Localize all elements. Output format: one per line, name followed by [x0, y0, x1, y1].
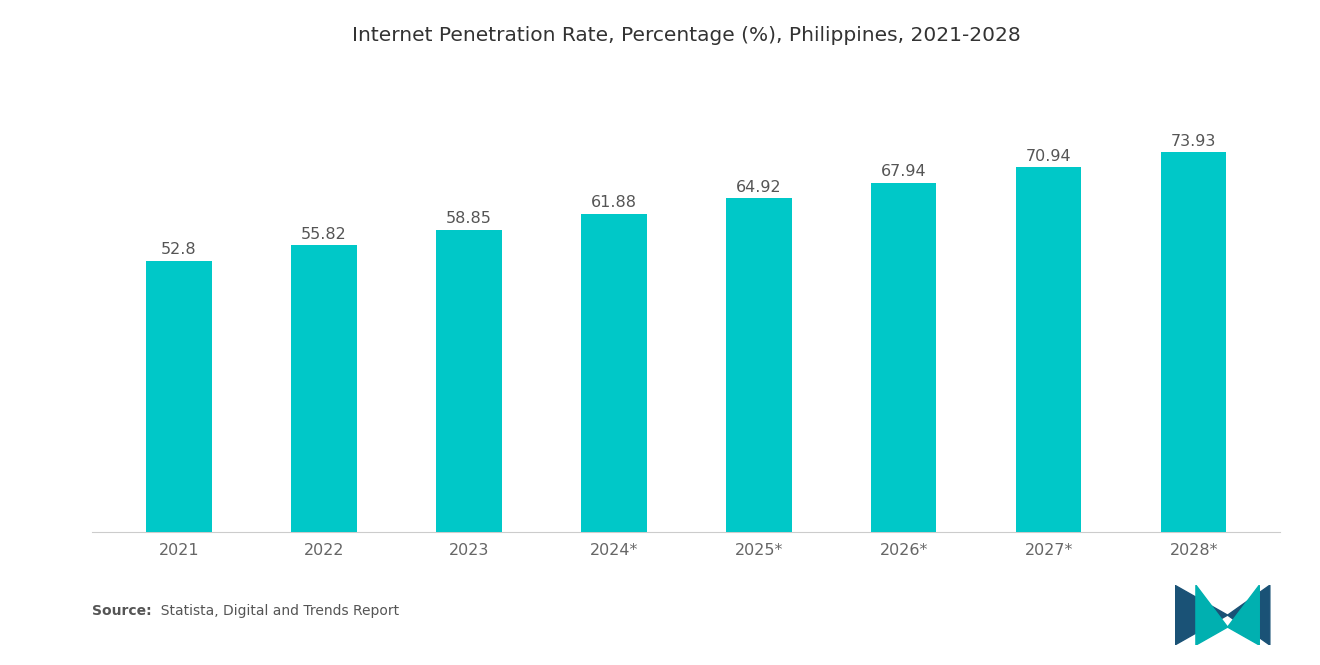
Polygon shape	[1228, 585, 1259, 645]
Text: Source:: Source:	[92, 604, 152, 618]
Text: 58.85: 58.85	[446, 211, 492, 226]
Bar	[726, 198, 792, 532]
Bar	[1162, 152, 1226, 532]
Bar	[292, 245, 356, 532]
Bar	[581, 214, 647, 532]
Polygon shape	[1228, 585, 1270, 645]
Bar	[871, 183, 936, 532]
Text: 55.82: 55.82	[301, 227, 347, 241]
Bar	[437, 229, 502, 532]
Polygon shape	[1196, 585, 1228, 645]
Bar	[1016, 168, 1081, 532]
Text: Statista, Digital and Trends Report: Statista, Digital and Trends Report	[152, 604, 399, 618]
Polygon shape	[1175, 585, 1228, 645]
Bar	[147, 261, 211, 532]
Text: 61.88: 61.88	[591, 196, 638, 210]
Text: 73.93: 73.93	[1171, 134, 1217, 148]
Text: 67.94: 67.94	[880, 164, 927, 180]
Title: Internet Penetration Rate, Percentage (%), Philippines, 2021-2028: Internet Penetration Rate, Percentage (%…	[352, 26, 1020, 45]
Text: 70.94: 70.94	[1026, 149, 1072, 164]
Text: 52.8: 52.8	[161, 242, 197, 257]
Text: 64.92: 64.92	[737, 180, 781, 195]
